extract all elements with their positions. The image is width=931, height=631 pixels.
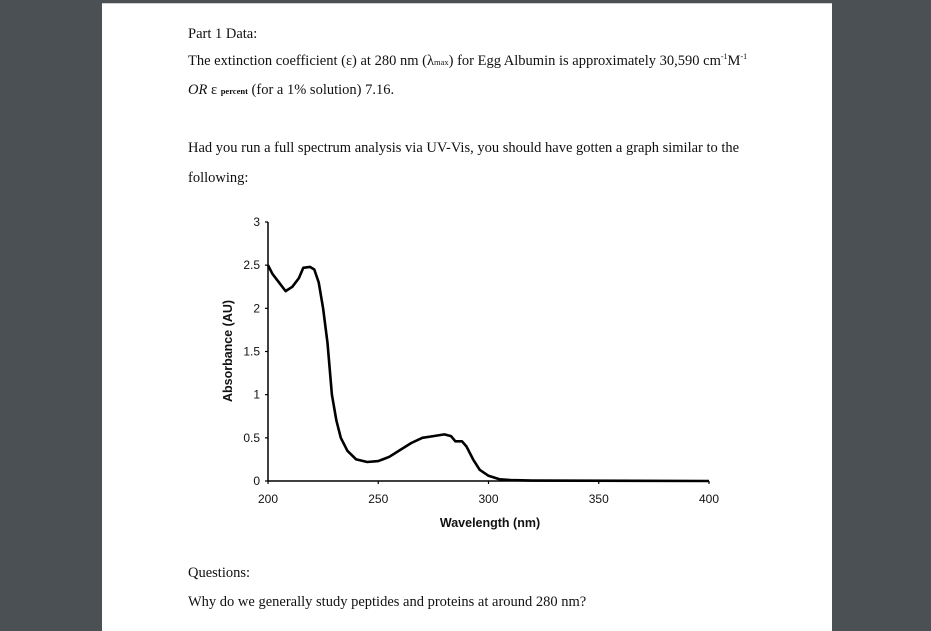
x-tick-label: 350 bbox=[589, 492, 609, 506]
y-axis-label: Absorbance (AU) bbox=[221, 300, 235, 402]
y-tick-label: 2 bbox=[253, 301, 260, 315]
text-span: OR bbox=[188, 82, 208, 98]
y-tick-label: 0 bbox=[253, 474, 260, 488]
x-tick-label: 400 bbox=[699, 492, 719, 506]
text-span: ) for Egg Albumin is approximately 30,59… bbox=[448, 52, 721, 69]
text-span: ε bbox=[210, 82, 218, 98]
x-tick-label: 200 bbox=[258, 492, 278, 506]
x-axis-label: Wavelength (nm) bbox=[440, 516, 540, 530]
paragraph-line: following: bbox=[188, 170, 249, 186]
epsilon-percent-text: OR ε percent (for a 1% solution) 7.16. bbox=[188, 82, 394, 99]
text-span: The extinction coefficient (ε) at 280 nm… bbox=[188, 52, 434, 69]
chart-axes bbox=[267, 222, 709, 482]
subscript: max bbox=[433, 56, 449, 67]
y-tick-label: 0.5 bbox=[243, 431, 260, 445]
document-page: Part 1 Data: The extinction coefficient … bbox=[102, 3, 832, 631]
x-tick-label: 250 bbox=[368, 492, 388, 506]
y-tick-label: 2.5 bbox=[243, 258, 260, 272]
extinction-coefficient-text: The extinction coefficient (ε) at 280 nm… bbox=[188, 52, 747, 70]
superscript: -1 bbox=[740, 52, 748, 61]
section-heading: Part 1 Data: bbox=[188, 26, 258, 42]
absorbance-series-line bbox=[266, 264, 710, 483]
text-span: (for a 1% solution) 7.16. bbox=[251, 82, 395, 98]
question-text: Why do we generally study peptides and p… bbox=[188, 594, 587, 610]
questions-heading: Questions: bbox=[188, 565, 251, 581]
y-tick-label: 3 bbox=[253, 215, 260, 229]
text-span: M bbox=[727, 52, 741, 69]
subscript: percent bbox=[220, 86, 248, 96]
y-tick-label: 1.5 bbox=[243, 345, 260, 359]
y-tick-label: 1 bbox=[253, 388, 260, 402]
paragraph-line: Had you run a full spectrum analysis via… bbox=[188, 140, 740, 156]
superscript: -1 bbox=[720, 52, 728, 61]
x-tick-label: 300 bbox=[478, 492, 498, 506]
